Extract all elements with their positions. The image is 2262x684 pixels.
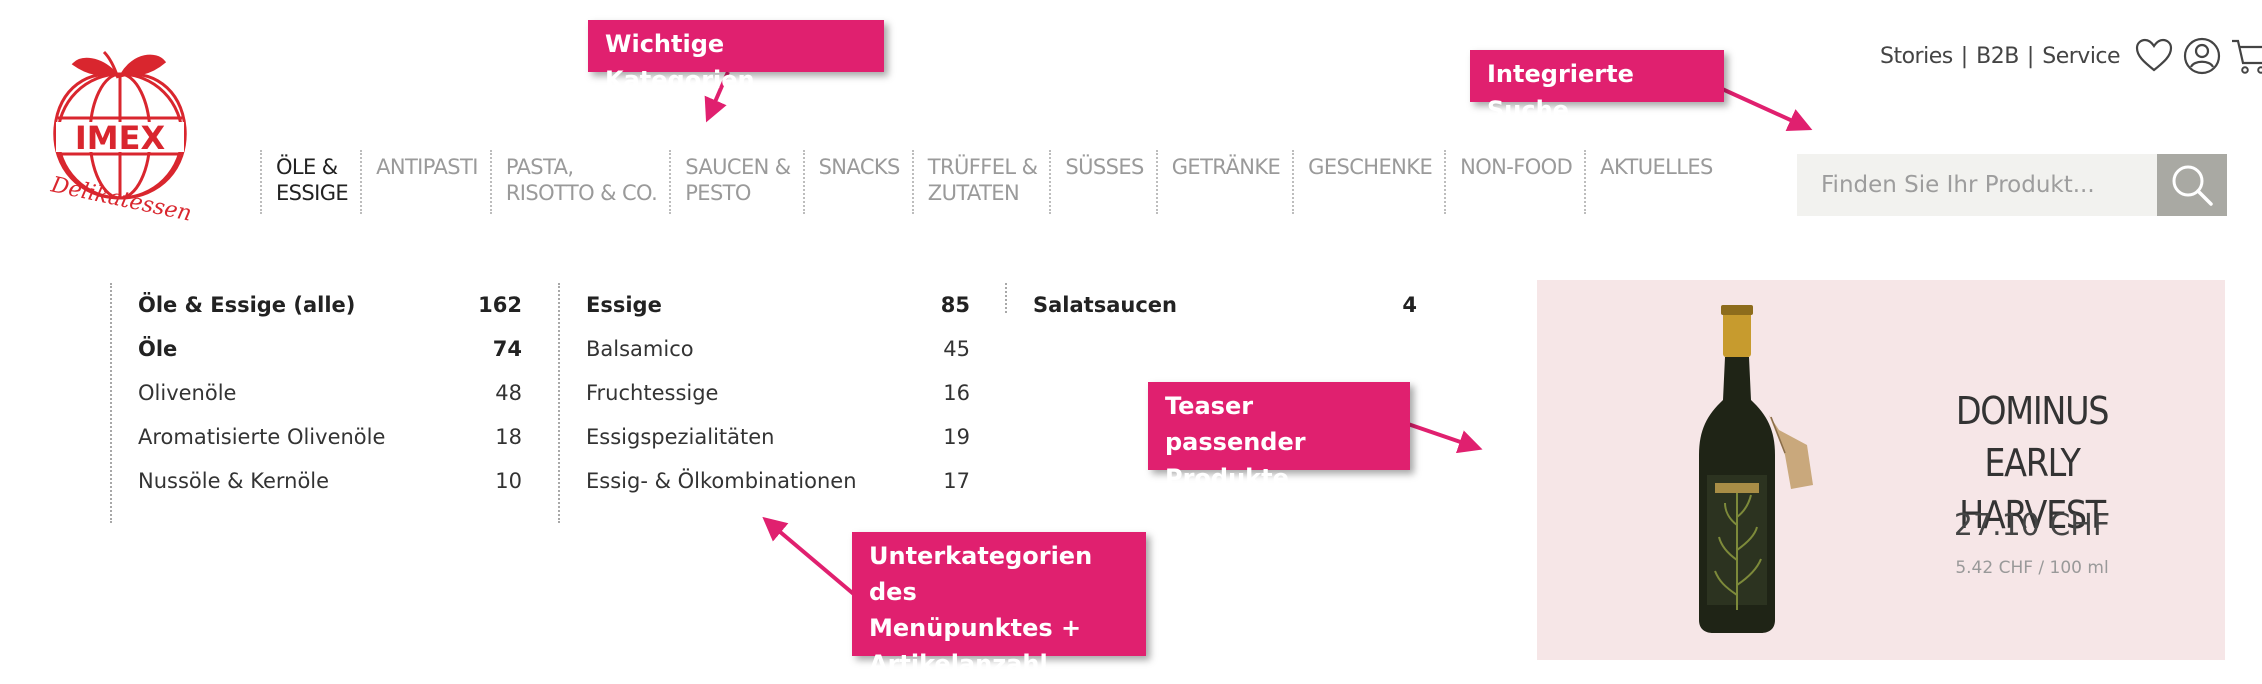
item-count: 10: [495, 469, 522, 493]
item-count: 4: [1402, 293, 1417, 317]
submenu-item[interactable]: Olivenöle 48: [138, 381, 522, 405]
product-teaser[interactable]: DOMINUS EARLY HARVEST 27.10 CHF 5.42 CHF…: [1537, 280, 2225, 660]
submenu-item[interactable]: Aromatisierte Olivenöle 18: [138, 425, 522, 449]
nav-non-food[interactable]: NON-FOOD: [1444, 150, 1584, 214]
nav-aktuelles[interactable]: AKTUELLES: [1584, 150, 1725, 214]
submenu-item[interactable]: Öle & Essige (alle) 162: [138, 293, 522, 317]
arrow-suche: [1719, 86, 1813, 131]
main-navigation: ÖLE & ESSIGE ANTIPASTI PASTA, RISOTTO & …: [260, 150, 1725, 220]
teaser-product-title[interactable]: DOMINUS EARLY HARVEST: [1955, 389, 2110, 537]
top-links: Stories | B2B | Service: [1880, 36, 2262, 76]
submenu-item[interactable]: Salatsaucen 4: [1033, 293, 1417, 317]
item-count: 48: [495, 381, 522, 405]
submenu-column-essige: Essige 85 Balsamico 45 Fruchtessige 16 Essi…: [558, 283, 970, 523]
item-count: 74: [492, 337, 522, 361]
submenu-column-oele: Öle & Essige (alle) 162 Öle 74 Olivenöle 48…: [110, 283, 522, 523]
search-box: [1797, 154, 2157, 216]
submenu-column-salatsaucen: Salatsaucen 4: [1005, 283, 1417, 317]
item-count: 18: [495, 425, 522, 449]
annotation-wichtige-kategorien: Wichtige Kategorien: [588, 20, 884, 94]
arrow-teaser: [1407, 422, 1483, 454]
submenu-item[interactable]: Nussöle & Kernöle 10: [138, 469, 522, 493]
link-b2b[interactable]: B2B: [1976, 43, 2019, 69]
nav-oele-essige[interactable]: ÖLE & ESSIGE: [260, 150, 360, 214]
nav-trueffel-zutaten[interactable]: TRÜFFEL & ZUTATEN: [911, 150, 1050, 214]
nav-geschenke[interactable]: GESCHENKE: [1292, 150, 1444, 214]
item-count: 17: [943, 469, 970, 493]
link-stories[interactable]: Stories: [1880, 43, 1953, 69]
search-icon: [2172, 165, 2213, 206]
search-input[interactable]: [1797, 154, 2157, 216]
link-separator: |: [2026, 43, 2035, 69]
submenu-item[interactable]: Essige 85: [586, 293, 970, 317]
teaser-unit-price: 5.42 CHF / 100 ml: [1955, 558, 2109, 578]
heart-icon[interactable]: [2134, 36, 2174, 76]
cart-icon[interactable]: [2230, 36, 2262, 76]
item-count: 162: [478, 293, 522, 317]
submenu-item[interactable]: Fruchtessige 16: [586, 381, 970, 405]
product-bottle-image: [1699, 305, 1813, 633]
item-count: 19: [943, 425, 970, 449]
link-service[interactable]: Service: [2042, 43, 2121, 69]
nav-getraenke[interactable]: GETRÄNKE: [1155, 150, 1292, 214]
link-separator: |: [1960, 43, 1969, 69]
nav-snacks[interactable]: SNACKS: [802, 150, 912, 214]
logo-brand-name: IMEX: [75, 119, 166, 157]
nav-antipasti[interactable]: ANTIPASTI: [360, 150, 490, 214]
item-count: 16: [943, 381, 970, 405]
annotation-integrierte-suche: Integrierte Suche: [1470, 50, 1724, 124]
submenu-item[interactable]: Essig- & Ölkombinationen 17: [586, 469, 970, 493]
submenu-item[interactable]: Essigspezialitäten 19: [586, 425, 970, 449]
user-icon[interactable]: [2182, 36, 2222, 76]
annotation-teaser: Teaser passender Produkte: [1148, 382, 1410, 492]
submenu-item[interactable]: Balsamico 45: [586, 337, 970, 361]
item-count: 45: [943, 337, 970, 361]
nav-saucen-pesto[interactable]: SAUCEN & PESTO: [669, 150, 802, 214]
nav-pasta-risotto[interactable]: PASTA, RISOTTO & CO.: [489, 150, 669, 214]
search-button[interactable]: [2157, 154, 2227, 216]
nav-suesses[interactable]: SÜSSES: [1049, 150, 1155, 214]
submenu-item[interactable]: Öle 74: [138, 337, 522, 361]
arrow-unterkategorien: [762, 516, 858, 598]
item-count: 85: [940, 293, 970, 317]
annotation-unterkategorien: Unterkategorien des Menüpunktes + Artike…: [852, 532, 1146, 678]
imex-logo[interactable]: IMEX Delikatessen: [30, 48, 210, 238]
teaser-product-price: 27.10 CHF: [1953, 508, 2111, 543]
